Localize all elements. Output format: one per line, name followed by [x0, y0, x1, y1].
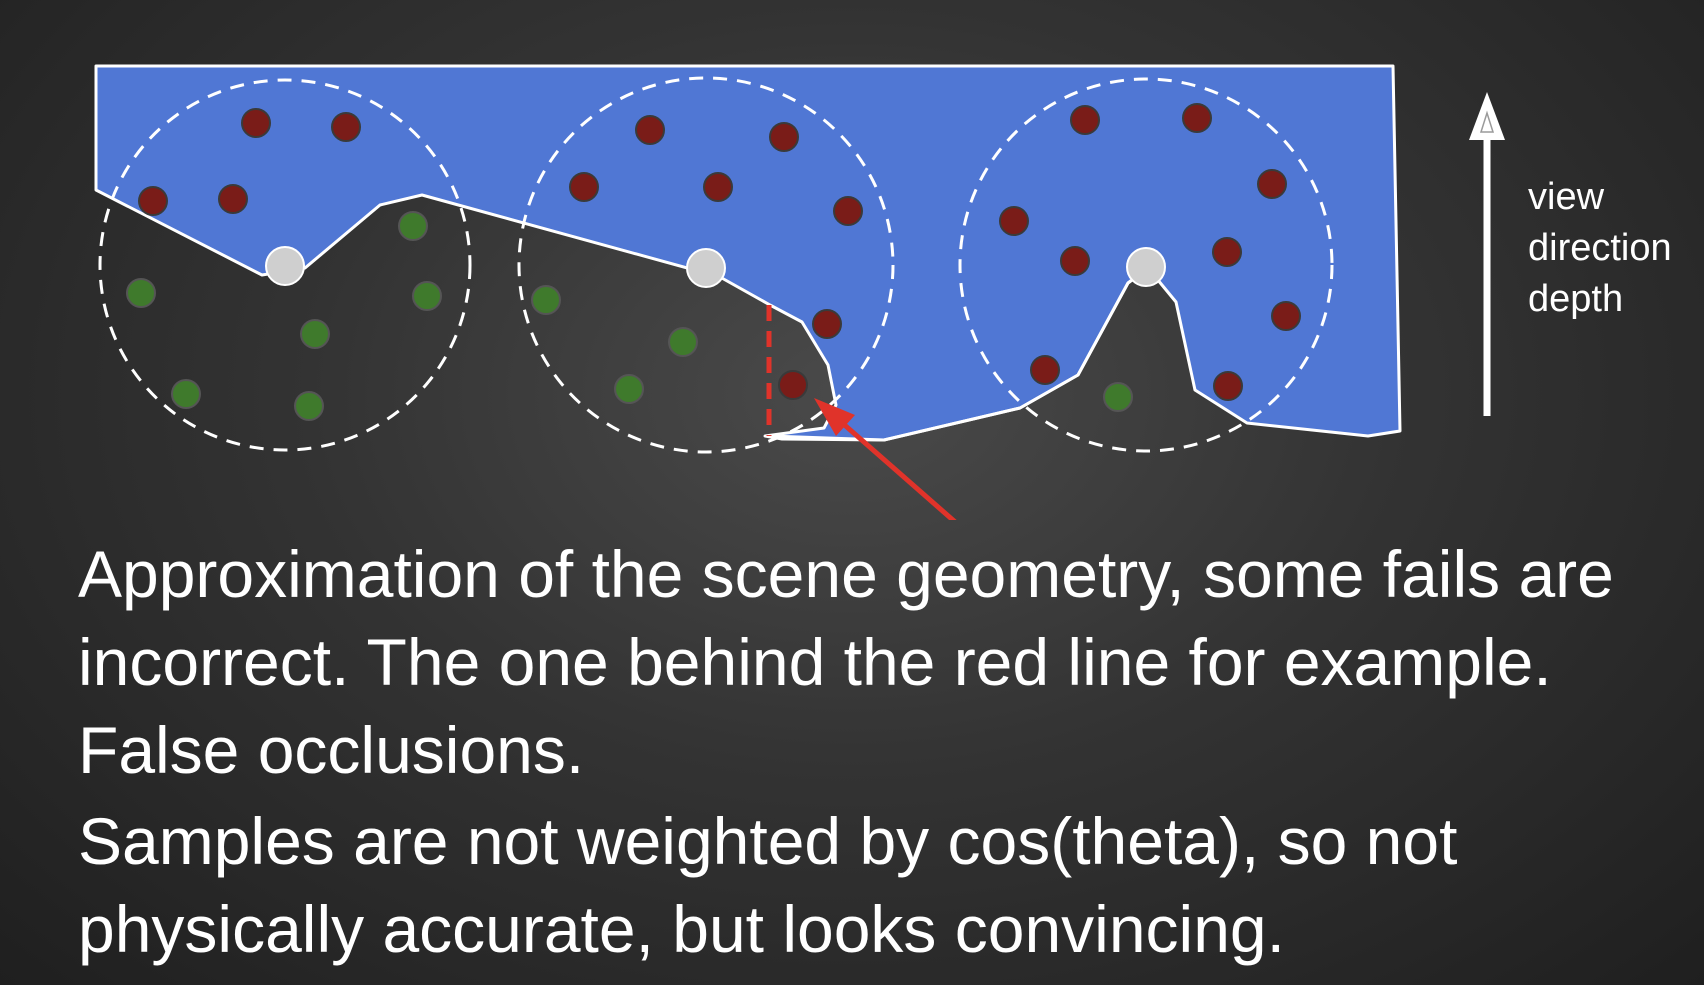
label-depth: depth — [1528, 278, 1624, 320]
occluded-sample — [999, 206, 1029, 236]
occluded-sample — [138, 186, 168, 216]
occluded-sample — [635, 115, 665, 145]
view-direction-label: view direction depth — [1528, 172, 1672, 325]
occluded-sample — [331, 112, 361, 142]
sample-kernel-circle-left — [98, 78, 472, 452]
occluded-sample — [1070, 105, 1100, 135]
visible-sample — [531, 285, 561, 315]
occluded-sample — [703, 172, 733, 202]
sample-kernel-circle-middle — [517, 76, 895, 454]
occluded-sample — [1030, 355, 1060, 385]
visible-sample — [398, 211, 428, 241]
visible-sample — [412, 281, 442, 311]
visible-sample — [300, 319, 330, 349]
occluded-sample — [1271, 301, 1301, 331]
visible-sample — [126, 278, 156, 308]
center-points — [265, 246, 1166, 288]
visible-samples — [126, 211, 1133, 421]
occluded-sample — [1213, 371, 1243, 401]
red-arrowhead — [814, 398, 855, 436]
occluded-sample — [1257, 169, 1287, 199]
visible-sample — [668, 327, 698, 357]
caption-false-occlusions: Approximation of the scene geometry, som… — [78, 537, 1614, 787]
view-direction-arrowhead-inner — [1479, 110, 1495, 133]
false-occluded-sample — [778, 370, 808, 400]
occluded-sample — [569, 172, 599, 202]
label-view: view — [1528, 176, 1605, 218]
visible-sample — [614, 374, 644, 404]
occluded-sample — [833, 196, 863, 226]
visible-sample — [171, 379, 201, 409]
center-point-left — [265, 246, 305, 286]
view-direction-arrowhead — [1469, 92, 1505, 140]
occluded-sample — [241, 108, 271, 138]
occluded-sample — [812, 309, 842, 339]
occluded-samples — [138, 103, 1301, 401]
visible-sample — [1103, 382, 1133, 412]
occluded-sample — [1060, 246, 1090, 276]
label-direction: direction — [1528, 227, 1672, 269]
ssao-diagram — [96, 66, 1505, 520]
sample-kernel-circle-right — [958, 77, 1334, 453]
occluded-sample — [218, 184, 248, 214]
occluded-sample — [1212, 237, 1242, 267]
visible-sample — [294, 391, 324, 421]
center-point-middle — [686, 248, 726, 288]
occluded-sample — [769, 122, 799, 152]
center-point-right — [1126, 247, 1166, 287]
red-arrow — [830, 412, 957, 520]
occluded-sample — [1182, 103, 1212, 133]
caption-cos-weighting: Samples are not weighted by cos(theta), … — [78, 804, 1458, 966]
